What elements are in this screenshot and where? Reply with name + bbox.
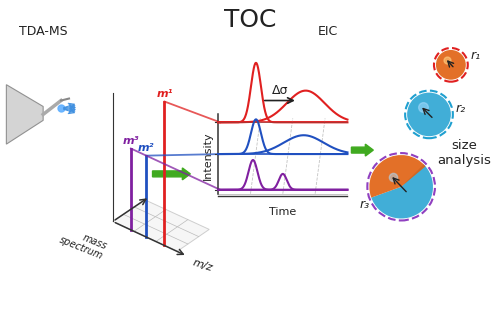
FancyArrow shape bbox=[352, 144, 374, 156]
Text: Intensity: Intensity bbox=[203, 132, 213, 180]
Text: TDA-MS: TDA-MS bbox=[20, 25, 68, 38]
Text: EIC: EIC bbox=[318, 25, 338, 38]
Polygon shape bbox=[6, 85, 43, 144]
FancyArrow shape bbox=[152, 168, 190, 180]
Text: r₂: r₂ bbox=[456, 102, 466, 115]
Text: TOC: TOC bbox=[224, 8, 276, 32]
Wedge shape bbox=[407, 93, 451, 136]
Text: m³: m³ bbox=[122, 136, 139, 146]
Wedge shape bbox=[370, 155, 426, 198]
Text: Δσ: Δσ bbox=[272, 84, 288, 97]
Text: m¹: m¹ bbox=[156, 89, 172, 99]
Text: mass
spectrum: mass spectrum bbox=[58, 224, 109, 262]
Polygon shape bbox=[113, 200, 209, 251]
Text: r₃: r₃ bbox=[360, 198, 370, 211]
Text: Time: Time bbox=[269, 207, 296, 217]
Text: r₁: r₁ bbox=[471, 49, 481, 62]
Text: m/z: m/z bbox=[192, 257, 214, 273]
Wedge shape bbox=[372, 164, 433, 219]
Wedge shape bbox=[436, 50, 466, 80]
Text: m²: m² bbox=[138, 143, 154, 153]
Text: size
analysis: size analysis bbox=[437, 139, 490, 167]
